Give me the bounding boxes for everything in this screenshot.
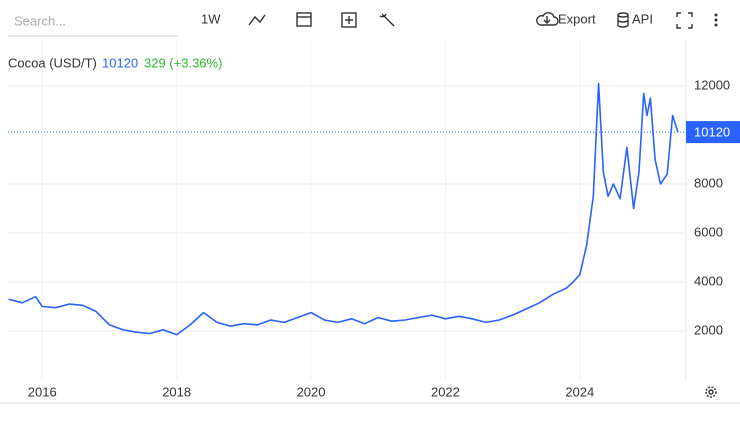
add-button[interactable] [341,12,357,28]
menu-button[interactable] [714,13,718,27]
x-tick-label: 2020 [297,384,326,399]
interval-button[interactable]: 1W [201,11,221,26]
y-tick-label: 12000 [694,77,730,92]
last-value-box [686,121,740,144]
chart-type-button[interactable] [248,14,266,26]
y-tick-label: 8000 [694,175,723,190]
y-tick-label: 2000 [694,322,723,337]
legend-change: 329 (+3.36%) [144,55,222,70]
legend-title: Cocoa (USD/T) [8,55,97,70]
x-tick-label: 2016 [28,384,57,399]
last-value-label: 10120 [694,125,730,140]
settings-tool-button[interactable] [379,13,395,27]
export-button[interactable]: Export [558,11,596,26]
api-icon [617,12,629,28]
legend-last-value: 10120 [102,55,138,70]
fullscreen-button[interactable] [676,12,693,29]
gear-button[interactable] [705,386,717,398]
price-line [8,82,679,336]
search-box[interactable]: Search... [14,13,66,28]
api-button[interactable]: API [632,11,653,26]
x-tick-label: 2022 [431,384,460,399]
x-tick-label: 2018 [162,384,191,399]
y-tick-label: 4000 [694,273,723,288]
y-tick-label: 6000 [694,224,723,239]
export-icon [536,12,559,26]
calendar-button[interactable] [296,12,312,27]
x-tick-label: 2024 [565,384,594,399]
